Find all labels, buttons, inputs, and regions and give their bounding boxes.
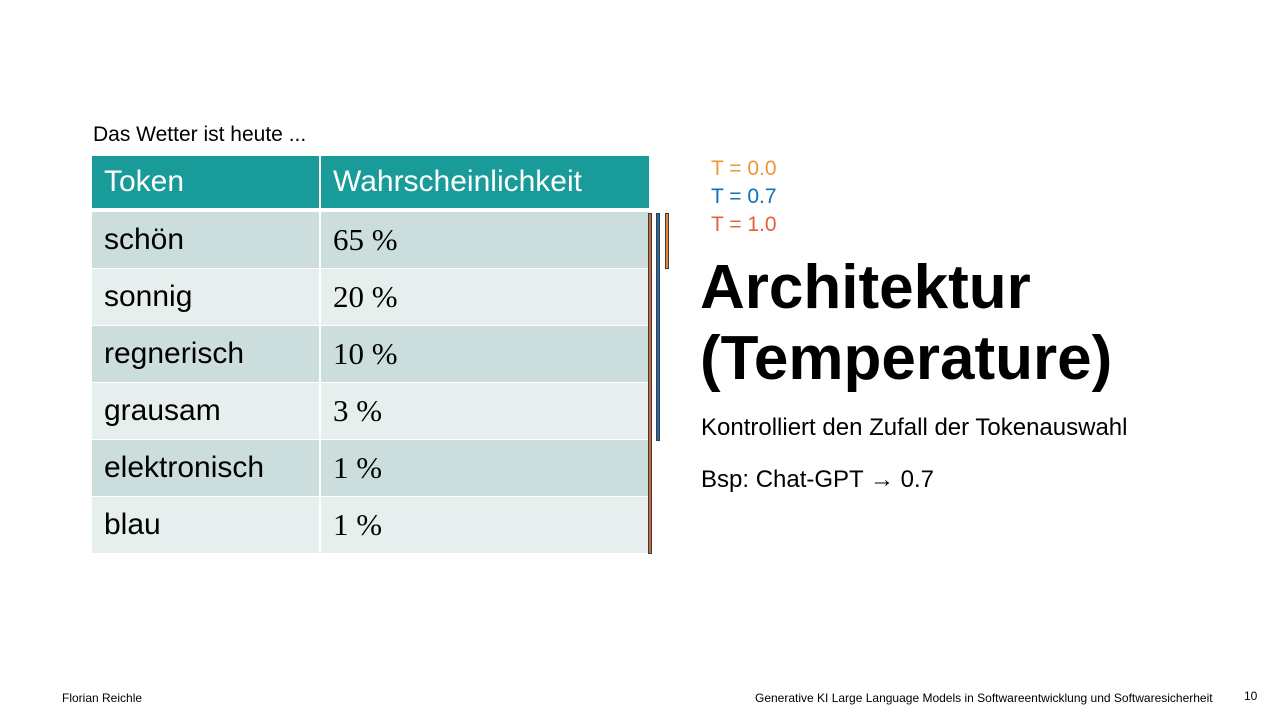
probability-cell: 1 % xyxy=(320,496,649,554)
table-caption: Das Wetter ist heute ... xyxy=(93,123,307,146)
header-token: Token xyxy=(92,156,321,212)
table-row: sonnig 20 % xyxy=(92,268,649,326)
token-cell: sonnig xyxy=(92,268,321,326)
token-cell: blau xyxy=(92,496,321,554)
footer-course-title: Generative KI Large Language Models in S… xyxy=(755,691,1213,705)
token-probability-table: Token Wahrscheinlichkeit schön 65 % sonn… xyxy=(92,156,649,554)
temperature-1-0-bar xyxy=(648,213,652,554)
temperature-0-0-bar xyxy=(665,213,669,269)
footer-author: Florian Reichle xyxy=(62,691,143,705)
probability-cell: 65 % xyxy=(320,210,649,269)
slide-title-line-1: Architektur xyxy=(700,253,1031,322)
header-probability: Wahrscheinlichkeit xyxy=(320,156,649,212)
table-row: grausam 3 % xyxy=(92,382,649,440)
table-row: schön 65 % xyxy=(92,210,649,269)
temperature-0-7-bar xyxy=(656,213,660,441)
temperature-legend: T = 0.0 T = 0.7 T = 1.0 xyxy=(711,155,777,239)
body-text-example: Bsp: Chat-GPT → 0.7 xyxy=(701,466,934,493)
probability-cell: 10 % xyxy=(320,325,649,383)
token-cell: schön xyxy=(92,210,321,269)
table-header-row: Token Wahrscheinlichkeit xyxy=(92,156,649,212)
legend-item-t0-7: T = 0.7 xyxy=(711,185,777,208)
slide-title: Architektur (Temperature) xyxy=(700,252,1112,394)
probability-cell: 1 % xyxy=(320,439,649,497)
probability-cell: 20 % xyxy=(320,268,649,326)
table-row: regnerisch 10 % xyxy=(92,325,649,383)
token-cell: elektronisch xyxy=(92,439,321,497)
legend-item-t1-0: T = 1.0 xyxy=(711,213,777,236)
token-cell: grausam xyxy=(92,382,321,440)
slide-title-line-2: (Temperature) xyxy=(700,324,1113,393)
legend-item-t0-0: T = 0.0 xyxy=(711,157,777,180)
table-row: blau 1 % xyxy=(92,496,649,554)
table-row: elektronisch 1 % xyxy=(92,439,649,497)
probability-cell: 3 % xyxy=(320,382,649,440)
page-number: 10 xyxy=(1244,689,1258,703)
token-cell: regnerisch xyxy=(92,325,321,383)
body-text-description: Kontrolliert den Zufall der Tokenauswahl xyxy=(701,414,1128,441)
